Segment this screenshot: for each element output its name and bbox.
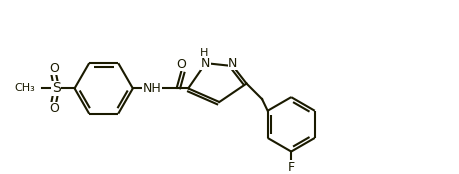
Text: NH: NH: [143, 82, 161, 95]
Text: N: N: [228, 57, 237, 70]
Text: S: S: [51, 81, 60, 95]
Text: N: N: [201, 57, 210, 70]
Text: H: H: [199, 48, 207, 58]
Text: O: O: [49, 102, 59, 115]
Text: O: O: [176, 58, 186, 71]
Text: F: F: [287, 161, 294, 174]
Text: O: O: [49, 61, 59, 74]
Text: CH₃: CH₃: [14, 83, 34, 93]
